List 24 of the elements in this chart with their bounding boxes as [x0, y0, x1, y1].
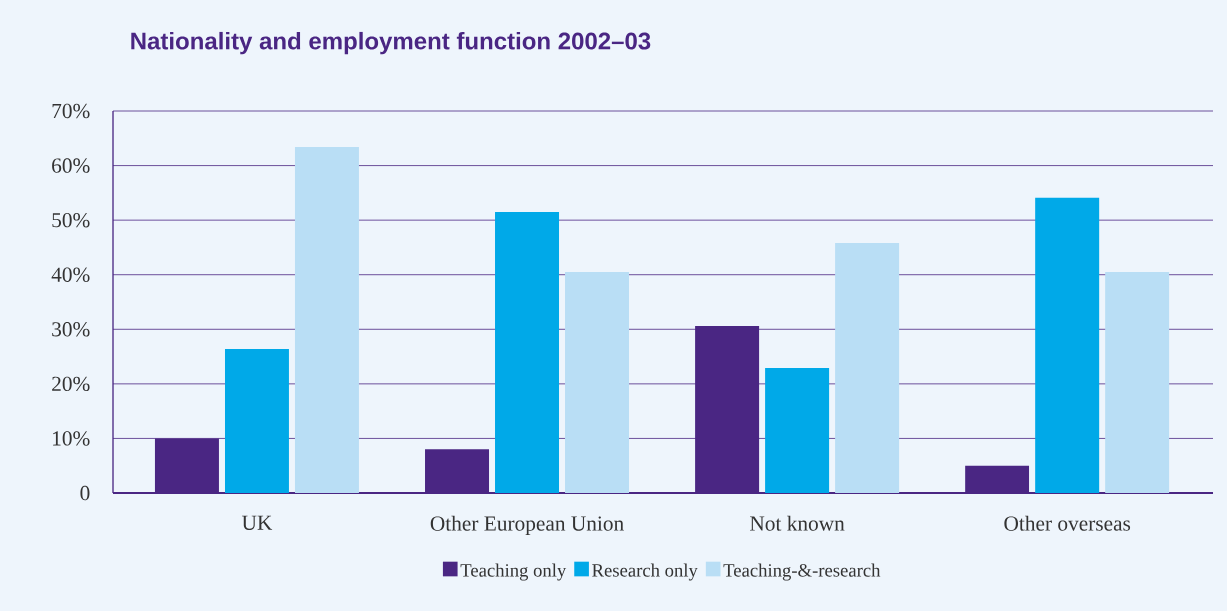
bar: [565, 271, 630, 493]
y-tick-label: 60%: [52, 158, 90, 173]
chart-title: Nationality and employment function 2002–03: [131, 31, 651, 55]
y-tick-label: 30%: [52, 322, 90, 337]
y-tick-label: 0: [80, 485, 90, 501]
bar: [835, 243, 900, 493]
bar: [294, 147, 359, 493]
bar: [1105, 271, 1170, 493]
y-tick-label: 10%: [53, 431, 90, 446]
x-tick-label: UK: [241, 515, 273, 530]
bar: [224, 348, 289, 493]
legend-label: Research only: [592, 563, 698, 581]
bar: [765, 368, 830, 493]
x-tick-label: Other European Union: [430, 515, 624, 536]
y-tick-label: 20%: [52, 376, 90, 392]
bar: [495, 211, 560, 493]
x-tick-label: Not known: [750, 515, 845, 531]
y-tick-label: 40%: [51, 267, 90, 282]
y-tick-label: 70%: [52, 103, 90, 119]
y-tick-label: 50%: [52, 212, 90, 228]
legend-label: Teaching only: [460, 563, 567, 581]
bar: [1035, 197, 1100, 493]
x-tick-label: Other overseas: [1004, 515, 1131, 531]
legend-label: Teaching-&-research: [723, 563, 881, 581]
